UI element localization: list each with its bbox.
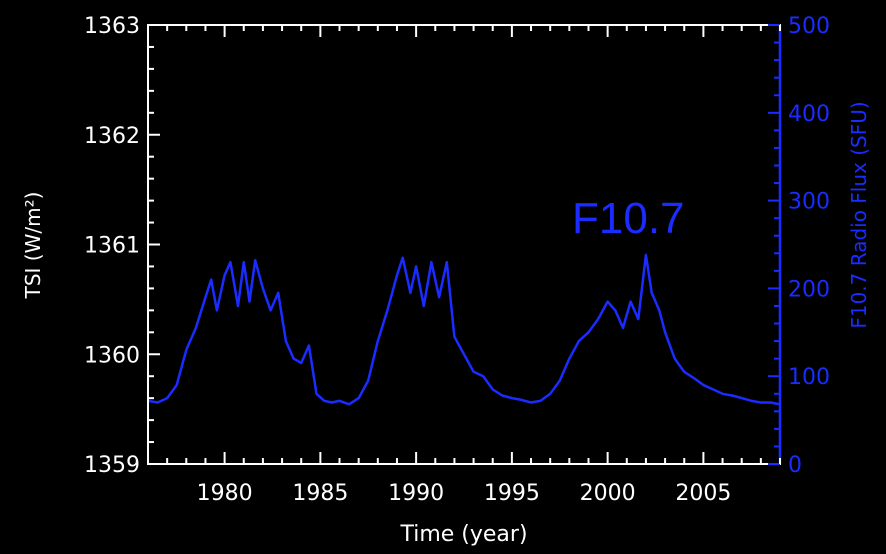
f107-series-line [147,253,781,406]
y-right-tick-label: 500 [788,14,830,39]
y-right-tick-label: 100 [788,365,830,390]
y-axis-right-label: F10.7 Radio Flux (SFU) [847,101,871,328]
plot-frame [147,24,781,465]
y-right-tick-label: 200 [788,277,830,302]
y-axis-left-label: TSI (W/m²) [21,192,45,300]
y-right-tick-label: 300 [788,190,830,215]
tsi-series-line [147,78,781,268]
y-left-tick-label: 1362 [84,124,140,149]
y-right-tick-label: 0 [788,453,802,478]
y-left-tick-label: 1361 [84,234,140,259]
x-tick-label: 2005 [675,481,731,506]
x-tick-label: 1985 [292,481,348,506]
x-axis-label: Time (year) [399,522,527,547]
x-tick-label: 1995 [484,481,540,506]
x-tick-label: 2000 [580,481,636,506]
y-left-tick-label: 1363 [84,14,140,39]
f107-annotation: F10.7 [572,194,685,243]
y-left-tick-label: 1360 [84,343,140,368]
y-right-tick-label: 400 [788,102,830,127]
y-left-tick-label: 1359 [84,453,140,478]
x-tick-label: 1990 [388,481,444,506]
x-tick-label: 1980 [197,481,253,506]
